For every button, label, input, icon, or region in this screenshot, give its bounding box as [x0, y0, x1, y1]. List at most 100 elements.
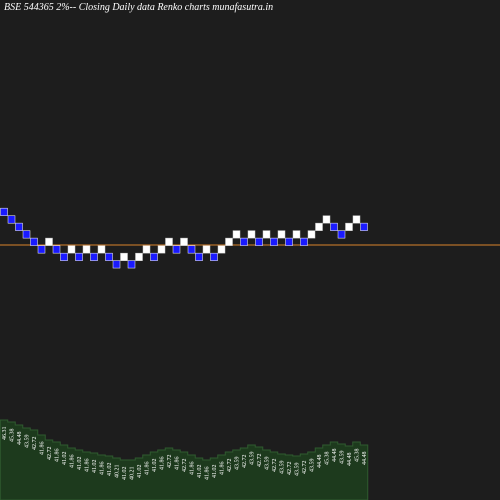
renko-brick [262, 230, 271, 239]
price-label: 40.21 [130, 467, 136, 481]
price-label: 43.59 [295, 463, 301, 477]
price-label: 41.86 [70, 455, 76, 469]
price-label: 43.59 [235, 457, 241, 471]
renko-brick [330, 222, 338, 231]
price-label: 45.38 [325, 452, 331, 466]
renko-brick [157, 245, 166, 254]
renko-brick [112, 260, 121, 269]
price-label: 41.02 [107, 463, 113, 477]
price-label: 41.86 [175, 457, 181, 471]
price-label: 42.72 [302, 461, 308, 475]
renko-brick [277, 230, 286, 239]
renko-brick [255, 237, 263, 246]
renko-brick [232, 230, 241, 239]
renko-brick [7, 215, 16, 224]
renko-brick [187, 245, 196, 254]
price-label: 41.02 [197, 465, 203, 479]
price-label: 42.72 [257, 454, 263, 468]
renko-brick [270, 237, 278, 246]
price-label: 41.02 [122, 467, 128, 481]
price-label: 41.86 [205, 467, 211, 481]
price-label: 43.59 [250, 452, 256, 466]
renko-brick [247, 230, 256, 239]
price-label: 41.86 [55, 449, 61, 463]
renko-brick [285, 237, 293, 246]
renko-brick [37, 245, 46, 254]
renko-brick [0, 207, 8, 216]
renko-brick [307, 230, 316, 239]
price-label: 44.48 [317, 455, 323, 469]
renko-brick [22, 230, 31, 239]
renko-brick [225, 237, 233, 246]
price-label: 42.72 [182, 459, 188, 473]
renko-brick [30, 237, 38, 246]
price-label: 41.86 [220, 462, 226, 476]
volume-area [0, 419, 369, 500]
renko-brick [360, 222, 368, 231]
price-label: 41.86 [100, 462, 106, 476]
renko-brick [52, 245, 61, 254]
renko-brick [90, 252, 98, 261]
renko-brick [292, 230, 301, 239]
renko-brick [165, 237, 173, 246]
renko-brick [315, 222, 323, 231]
renko-brick [120, 252, 128, 261]
renko-brick [202, 245, 211, 254]
renko-brick [240, 237, 248, 246]
renko-brick [210, 252, 218, 261]
price-label: 43.59 [280, 461, 286, 475]
price-label: 42.72 [227, 459, 233, 473]
renko-brick [345, 222, 353, 231]
price-label: 43.59 [25, 435, 31, 449]
renko-brick [15, 222, 23, 231]
renko-brick [135, 252, 143, 261]
price-label: 45.38 [10, 429, 16, 443]
price-label: 45.38 [355, 449, 361, 463]
price-label: 44.48 [362, 452, 368, 466]
price-label: 43.59 [340, 451, 346, 465]
renko-brick [195, 252, 203, 261]
price-label: 42.72 [32, 437, 38, 451]
price-label: 41.86 [85, 459, 91, 473]
renko-brick [142, 245, 151, 254]
price-label: 41.86 [190, 462, 196, 476]
price-label: 44.48 [17, 432, 23, 446]
renko-brick [67, 245, 76, 254]
price-label: 43.59 [310, 459, 316, 473]
price-label: 42.72 [167, 455, 173, 469]
renko-brick [337, 230, 346, 239]
price-label: 43.59 [265, 457, 271, 471]
price-label: 41.86 [145, 462, 151, 476]
renko-brick [150, 252, 158, 261]
price-label: 42.72 [47, 447, 53, 461]
renko-brick [97, 245, 106, 254]
renko-brick [180, 237, 188, 246]
price-label: 41.02 [62, 452, 68, 466]
price-label: 42.72 [272, 459, 278, 473]
price-label: 41.86 [160, 457, 166, 471]
renko-brick [352, 215, 361, 224]
renko-brick [60, 252, 68, 261]
renko-brick [105, 252, 113, 261]
renko-brick [300, 237, 308, 246]
price-label: 46.31 [2, 427, 8, 441]
price-label: 41.86 [40, 442, 46, 456]
price-label: 41.02 [92, 460, 98, 474]
price-label: 41.02 [152, 459, 158, 473]
price-label: 44.48 [332, 449, 338, 463]
price-label: 42.72 [287, 462, 293, 476]
price-label: 40.21 [115, 465, 121, 479]
price-label: 41.02 [137, 465, 143, 479]
renko-brick [127, 260, 136, 269]
renko-brick [75, 252, 83, 261]
price-label: 42.72 [242, 455, 248, 469]
chart-title: BSE 544365 2%-- Closing Daily data Renko… [4, 2, 273, 13]
price-label: 41.02 [77, 457, 83, 471]
renko-brick [172, 245, 181, 254]
price-label: 44.48 [347, 453, 353, 467]
renko-brick [45, 237, 53, 246]
renko-brick [217, 245, 226, 254]
renko-brick [82, 245, 91, 254]
renko-brick [322, 215, 331, 224]
